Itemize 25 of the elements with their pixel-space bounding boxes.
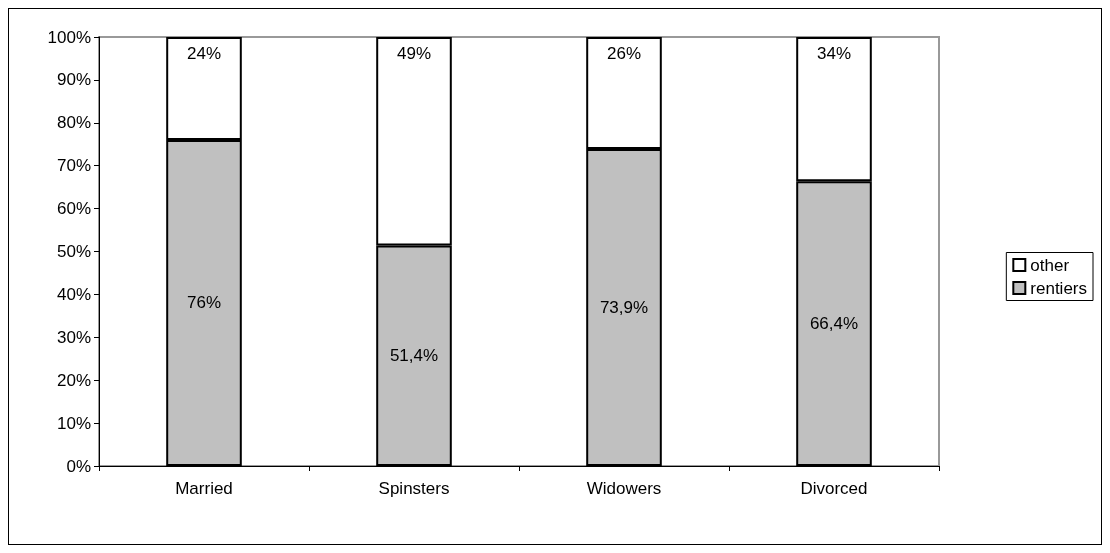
x-tick-label: Divorced [800,479,868,498]
data-label: 24% [186,44,222,63]
y-tick-label: 10% [56,413,91,433]
data-label: 34% [816,44,852,63]
data-label: 49% [396,44,432,63]
y-tick-label: 50% [56,242,91,261]
x-tick-label: Married [175,479,233,498]
data-label: 26% [606,44,642,63]
data-label: 76% [186,293,222,313]
y-tick-label: 20% [56,370,91,390]
x-tick-label: Spinsters [378,479,450,498]
data-label: 73,9% [599,297,649,317]
x-tick-label: Widowers [586,479,662,498]
y-tick-label: 60% [56,199,91,219]
data-label: 51,4% [389,346,439,366]
y-tick-label: 100% [47,27,91,47]
legend-label: other [1030,255,1070,275]
y-tick-label: 80% [56,113,91,133]
y-tick-label: 30% [56,327,91,347]
y-tick-label: 0% [66,456,91,476]
y-tick-label: 90% [56,70,91,90]
y-tick-label: 70% [56,156,91,176]
y-tick-label: 40% [56,284,91,304]
legend-label: rentiers [1030,278,1087,298]
data-label: 66,4% [809,314,859,334]
